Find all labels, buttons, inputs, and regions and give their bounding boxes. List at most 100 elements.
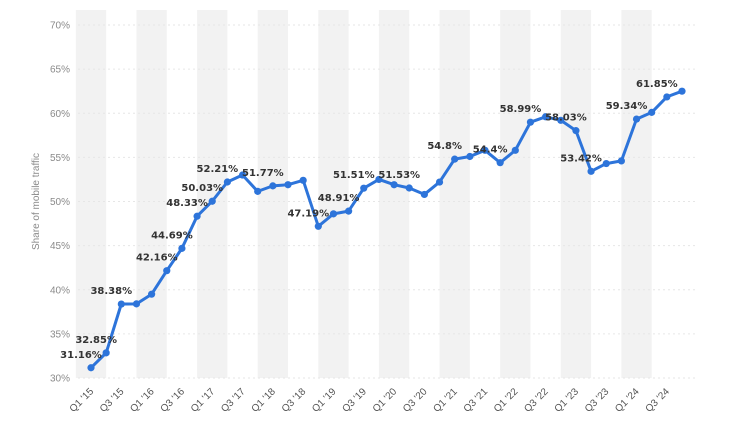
y-tick-label: 60% (50, 109, 70, 120)
x-tick-label: Q1 '22 (492, 386, 521, 415)
data-point[interactable] (466, 152, 474, 161)
data-point[interactable] (163, 267, 171, 275)
x-tick-label: Q1 '21 (431, 386, 460, 415)
data-point[interactable] (254, 187, 262, 195)
x-tick-label: Q3 '20 (401, 386, 430, 415)
x-tick-label: Q1 '20 (371, 386, 400, 415)
background-band (75, 10, 107, 378)
data-point[interactable] (375, 175, 383, 184)
background-bands (75, 10, 652, 378)
y-tick-label: 55% (50, 153, 70, 164)
data-point[interactable] (102, 349, 110, 357)
background-band (318, 10, 349, 378)
data-label: 32.85% (75, 335, 117, 346)
data-label: 42.16% (136, 253, 178, 264)
data-label: 61.85% (636, 79, 678, 90)
data-point[interactable] (238, 171, 247, 179)
x-tick-label: Q1 '23 (553, 386, 582, 415)
data-labels: 31.16% 32.85% 38.38% 42.16% 44.69% 48.33% 50.0… (60, 79, 678, 361)
background-band (197, 10, 228, 378)
background-band (439, 10, 470, 378)
data-point[interactable] (299, 176, 307, 184)
data-label: 53.42% (560, 153, 602, 164)
data-point[interactable] (223, 178, 231, 186)
data-point[interactable] (269, 182, 277, 190)
data-point[interactable] (678, 87, 686, 95)
data-point[interactable] (511, 146, 519, 154)
background-band (136, 10, 167, 378)
data-label: 48.91% (318, 193, 360, 204)
data-point[interactable] (602, 159, 610, 168)
x-tick-label: Q1 '15 (68, 386, 97, 415)
x-tick-label: Q3 '21 (462, 386, 491, 415)
background-band (560, 10, 592, 378)
y-axis-label: Share of mobile traffic (31, 153, 42, 250)
x-tick-label: Q3 '24 (644, 386, 673, 415)
data-point[interactable] (587, 167, 595, 175)
x-tick-label: Q3 '15 (98, 386, 127, 415)
data-label: 51.53% (378, 170, 420, 181)
data-points (87, 87, 686, 372)
data-point[interactable] (178, 244, 186, 252)
data-point[interactable] (617, 157, 625, 165)
x-tick-label: Q3 '19 (340, 386, 369, 415)
x-tick-label: Q3 '17 (219, 386, 248, 415)
data-point[interactable] (345, 207, 353, 215)
x-tick-label: Q1 '18 (250, 386, 279, 415)
x-tick-label: Q3 '23 (583, 386, 612, 415)
x-tick-label: Q1 '16 (128, 386, 157, 415)
data-point[interactable] (405, 184, 413, 192)
data-point[interactable] (435, 178, 444, 186)
background-band (378, 10, 410, 378)
data-point[interactable] (117, 300, 125, 308)
data-point[interactable] (132, 300, 141, 308)
data-point[interactable] (314, 222, 322, 230)
data-point[interactable] (648, 108, 656, 116)
x-axis-ticks: Q1 '15 Q3 '15 Q1 '16 Q3 '16 Q1 '17 Q3 '17 Q1 '… (68, 386, 673, 415)
data-point[interactable] (193, 212, 201, 220)
data-point[interactable] (557, 116, 565, 124)
data-label: 54.8% (427, 141, 462, 152)
data-point[interactable] (481, 146, 489, 154)
background-band (257, 10, 288, 378)
y-tick-label: 40% (50, 285, 70, 296)
data-label: 47.19% (287, 208, 329, 219)
x-tick-label: Q1 '17 (189, 386, 218, 415)
data-point[interactable] (284, 181, 292, 189)
y-tick-label: 35% (50, 329, 70, 340)
data-label: 58.99% (500, 104, 542, 115)
data-point[interactable] (87, 364, 95, 372)
data-label: 31.16% (60, 350, 102, 361)
x-tick-label: Q1 '24 (613, 386, 642, 415)
data-point[interactable] (208, 197, 216, 205)
data-label: 51.51% (333, 170, 375, 181)
x-tick-label: Q1 '19 (310, 386, 339, 415)
data-label: 48.33% (166, 198, 208, 209)
data-label: 52.21% (197, 164, 239, 175)
data-label: 54.4% (473, 145, 508, 156)
background-band (621, 10, 652, 378)
data-point[interactable] (632, 115, 641, 123)
y-tick-label: 65% (50, 65, 70, 76)
data-label: 38.38% (90, 286, 132, 297)
data-point[interactable] (390, 181, 398, 189)
y-tick-label: 50% (50, 197, 70, 208)
data-point[interactable] (663, 93, 671, 101)
data-label: 59.34% (606, 101, 648, 112)
data-label: 58.03% (545, 113, 587, 124)
data-label: 50.03% (181, 183, 223, 194)
data-point[interactable] (542, 113, 550, 121)
data-point[interactable] (526, 118, 535, 126)
data-point[interactable] (148, 290, 156, 298)
data-point[interactable] (451, 155, 459, 163)
y-axis-ticks: 30% 35% 40% 45% 50% 55% 60% 65% 70% (50, 21, 70, 385)
data-point[interactable] (420, 190, 428, 199)
background-band (500, 10, 531, 378)
y-tick-label: 30% (50, 374, 70, 385)
data-point[interactable] (329, 210, 338, 218)
data-point[interactable] (572, 127, 580, 135)
data-point[interactable] (496, 159, 504, 167)
data-label: 44.69% (151, 230, 193, 241)
data-point[interactable] (360, 184, 368, 192)
